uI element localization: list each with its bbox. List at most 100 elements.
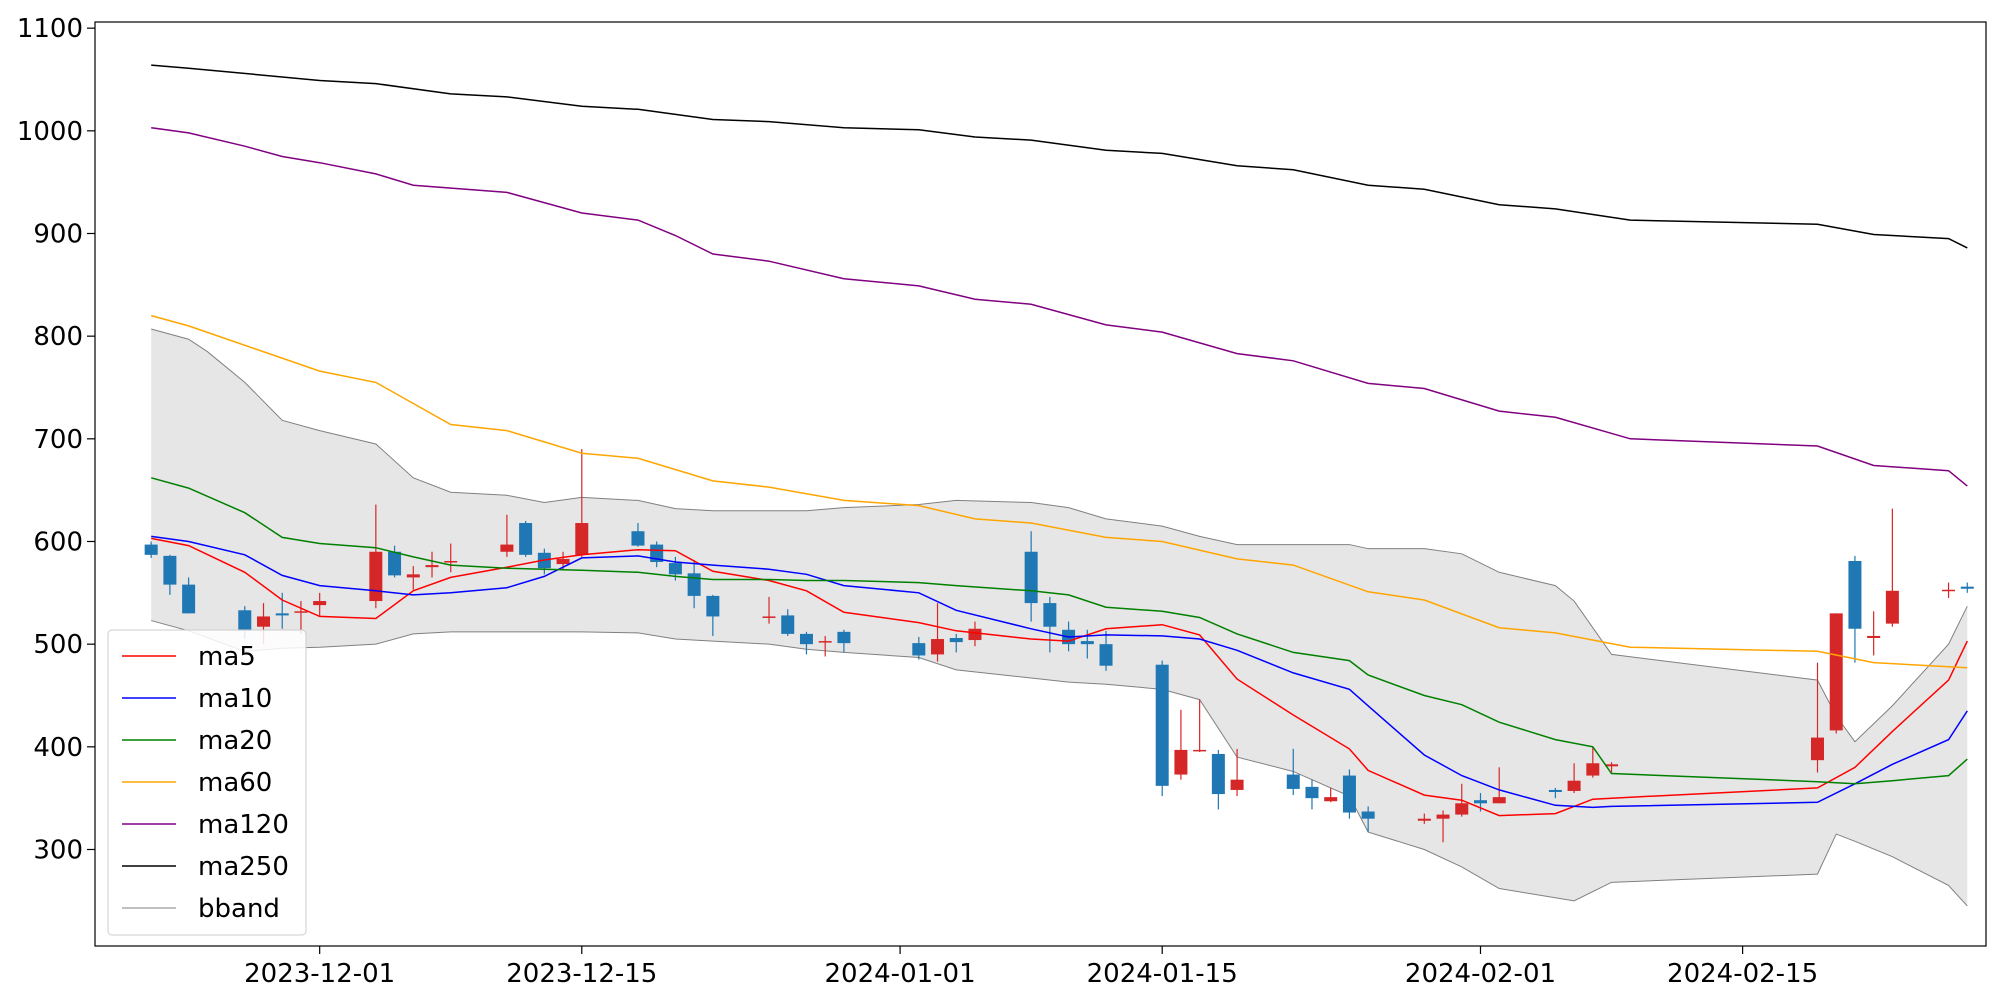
legend-box bbox=[107, 629, 307, 936]
ma250-line bbox=[151, 64, 1968, 249]
legend-label: ma10 bbox=[198, 684, 272, 714]
candle-body bbox=[1848, 561, 1862, 629]
candle-body bbox=[818, 641, 832, 643]
candle bbox=[313, 592, 327, 616]
candle-body bbox=[1567, 780, 1581, 791]
candle bbox=[781, 609, 795, 636]
y-tick-label: 900 bbox=[33, 219, 83, 249]
legend-item: bband bbox=[122, 894, 280, 924]
candle-body bbox=[781, 615, 795, 634]
x-tick-label: 2024-01-15 bbox=[1087, 959, 1238, 989]
moving-average-layer bbox=[151, 64, 1968, 817]
ma20-line bbox=[151, 477, 1968, 785]
candle-body bbox=[144, 544, 158, 555]
candle bbox=[575, 449, 589, 557]
candle-body bbox=[1960, 586, 1974, 589]
candle-body bbox=[799, 633, 813, 645]
candle-body bbox=[1455, 803, 1469, 815]
candle-body bbox=[369, 551, 383, 602]
candle bbox=[818, 635, 832, 657]
x-tick-label: 2024-01-01 bbox=[825, 959, 976, 989]
ma60-line bbox=[151, 314, 1968, 669]
y-tick-label: 600 bbox=[33, 527, 83, 557]
legend-item: ma250 bbox=[122, 852, 289, 882]
candle bbox=[1043, 596, 1057, 653]
candle bbox=[1174, 709, 1188, 780]
legend-item: ma5 bbox=[122, 642, 256, 672]
candle-body bbox=[1361, 811, 1375, 819]
candle bbox=[1436, 810, 1450, 843]
candle bbox=[500, 514, 514, 557]
candle-body bbox=[313, 601, 327, 606]
candle-body bbox=[968, 628, 982, 641]
candle-body bbox=[1286, 774, 1300, 789]
candle-body bbox=[1829, 613, 1843, 731]
candle bbox=[144, 541, 158, 558]
x-tick-label: 2023-12-15 bbox=[506, 959, 657, 989]
candle-body bbox=[1436, 814, 1450, 819]
candle-body bbox=[1080, 641, 1094, 645]
x-tick-label: 2024-02-01 bbox=[1405, 959, 1556, 989]
legend-label: ma5 bbox=[198, 642, 256, 672]
bband-upper-line bbox=[151, 328, 1968, 743]
candle bbox=[1829, 613, 1843, 734]
candle bbox=[519, 520, 533, 557]
candle-body bbox=[163, 555, 177, 585]
legend-label: ma250 bbox=[198, 852, 289, 882]
candle-body bbox=[388, 551, 402, 576]
candle-body bbox=[1605, 764, 1619, 767]
y-tick-label: 1100 bbox=[17, 14, 83, 44]
candle-body bbox=[1043, 603, 1057, 627]
candle-body bbox=[238, 610, 252, 631]
candle bbox=[1361, 806, 1375, 833]
candle-body bbox=[1230, 779, 1244, 790]
candle bbox=[968, 621, 982, 647]
y-tick-label: 800 bbox=[33, 322, 83, 352]
candle bbox=[1155, 660, 1169, 797]
bband-lower-line bbox=[151, 620, 1968, 907]
candle bbox=[1417, 813, 1431, 824]
y-tick-label: 300 bbox=[33, 835, 83, 865]
candles-layer bbox=[144, 449, 1974, 843]
candle-body bbox=[1473, 800, 1487, 804]
candle-body bbox=[1885, 590, 1899, 624]
candle-body bbox=[257, 616, 271, 627]
legend-label: ma60 bbox=[198, 768, 272, 798]
axes-layer: 300 400 500 600 700 800 900 1000 1100 2023-12-01 2… bbox=[17, 14, 1818, 989]
legend-item: ma60 bbox=[122, 768, 272, 798]
candle bbox=[425, 551, 439, 578]
ma5-line bbox=[151, 537, 1968, 817]
candle bbox=[163, 554, 177, 595]
candle bbox=[1230, 748, 1244, 797]
y-tick-label: 700 bbox=[33, 425, 83, 455]
legend-label: bband bbox=[198, 894, 280, 924]
candle bbox=[931, 603, 945, 662]
x-tick-label: 2024-02-15 bbox=[1667, 959, 1818, 989]
candle bbox=[1567, 763, 1581, 794]
legend-label: ma120 bbox=[198, 810, 289, 840]
candle-body bbox=[1305, 786, 1319, 799]
candle bbox=[1286, 748, 1300, 796]
candle-body bbox=[1942, 589, 1956, 592]
candle-body bbox=[275, 613, 289, 616]
candle-body bbox=[1099, 644, 1113, 666]
candle-body bbox=[1193, 749, 1207, 752]
candle-body bbox=[931, 639, 945, 655]
candle-body bbox=[575, 523, 589, 555]
candle bbox=[1305, 779, 1319, 810]
candle bbox=[631, 523, 645, 547]
ma120-line bbox=[151, 126, 1968, 487]
candle-body bbox=[444, 561, 458, 563]
candle-body bbox=[1174, 749, 1188, 775]
candle bbox=[1885, 508, 1899, 627]
candle-body bbox=[1024, 551, 1038, 604]
candle bbox=[1605, 762, 1619, 773]
candle-body bbox=[668, 563, 682, 575]
candle-body bbox=[687, 573, 701, 596]
candle-body bbox=[1586, 763, 1600, 776]
candle-body bbox=[556, 558, 570, 565]
candle bbox=[912, 636, 926, 660]
candle-body bbox=[1810, 737, 1824, 761]
candle bbox=[1342, 769, 1356, 819]
